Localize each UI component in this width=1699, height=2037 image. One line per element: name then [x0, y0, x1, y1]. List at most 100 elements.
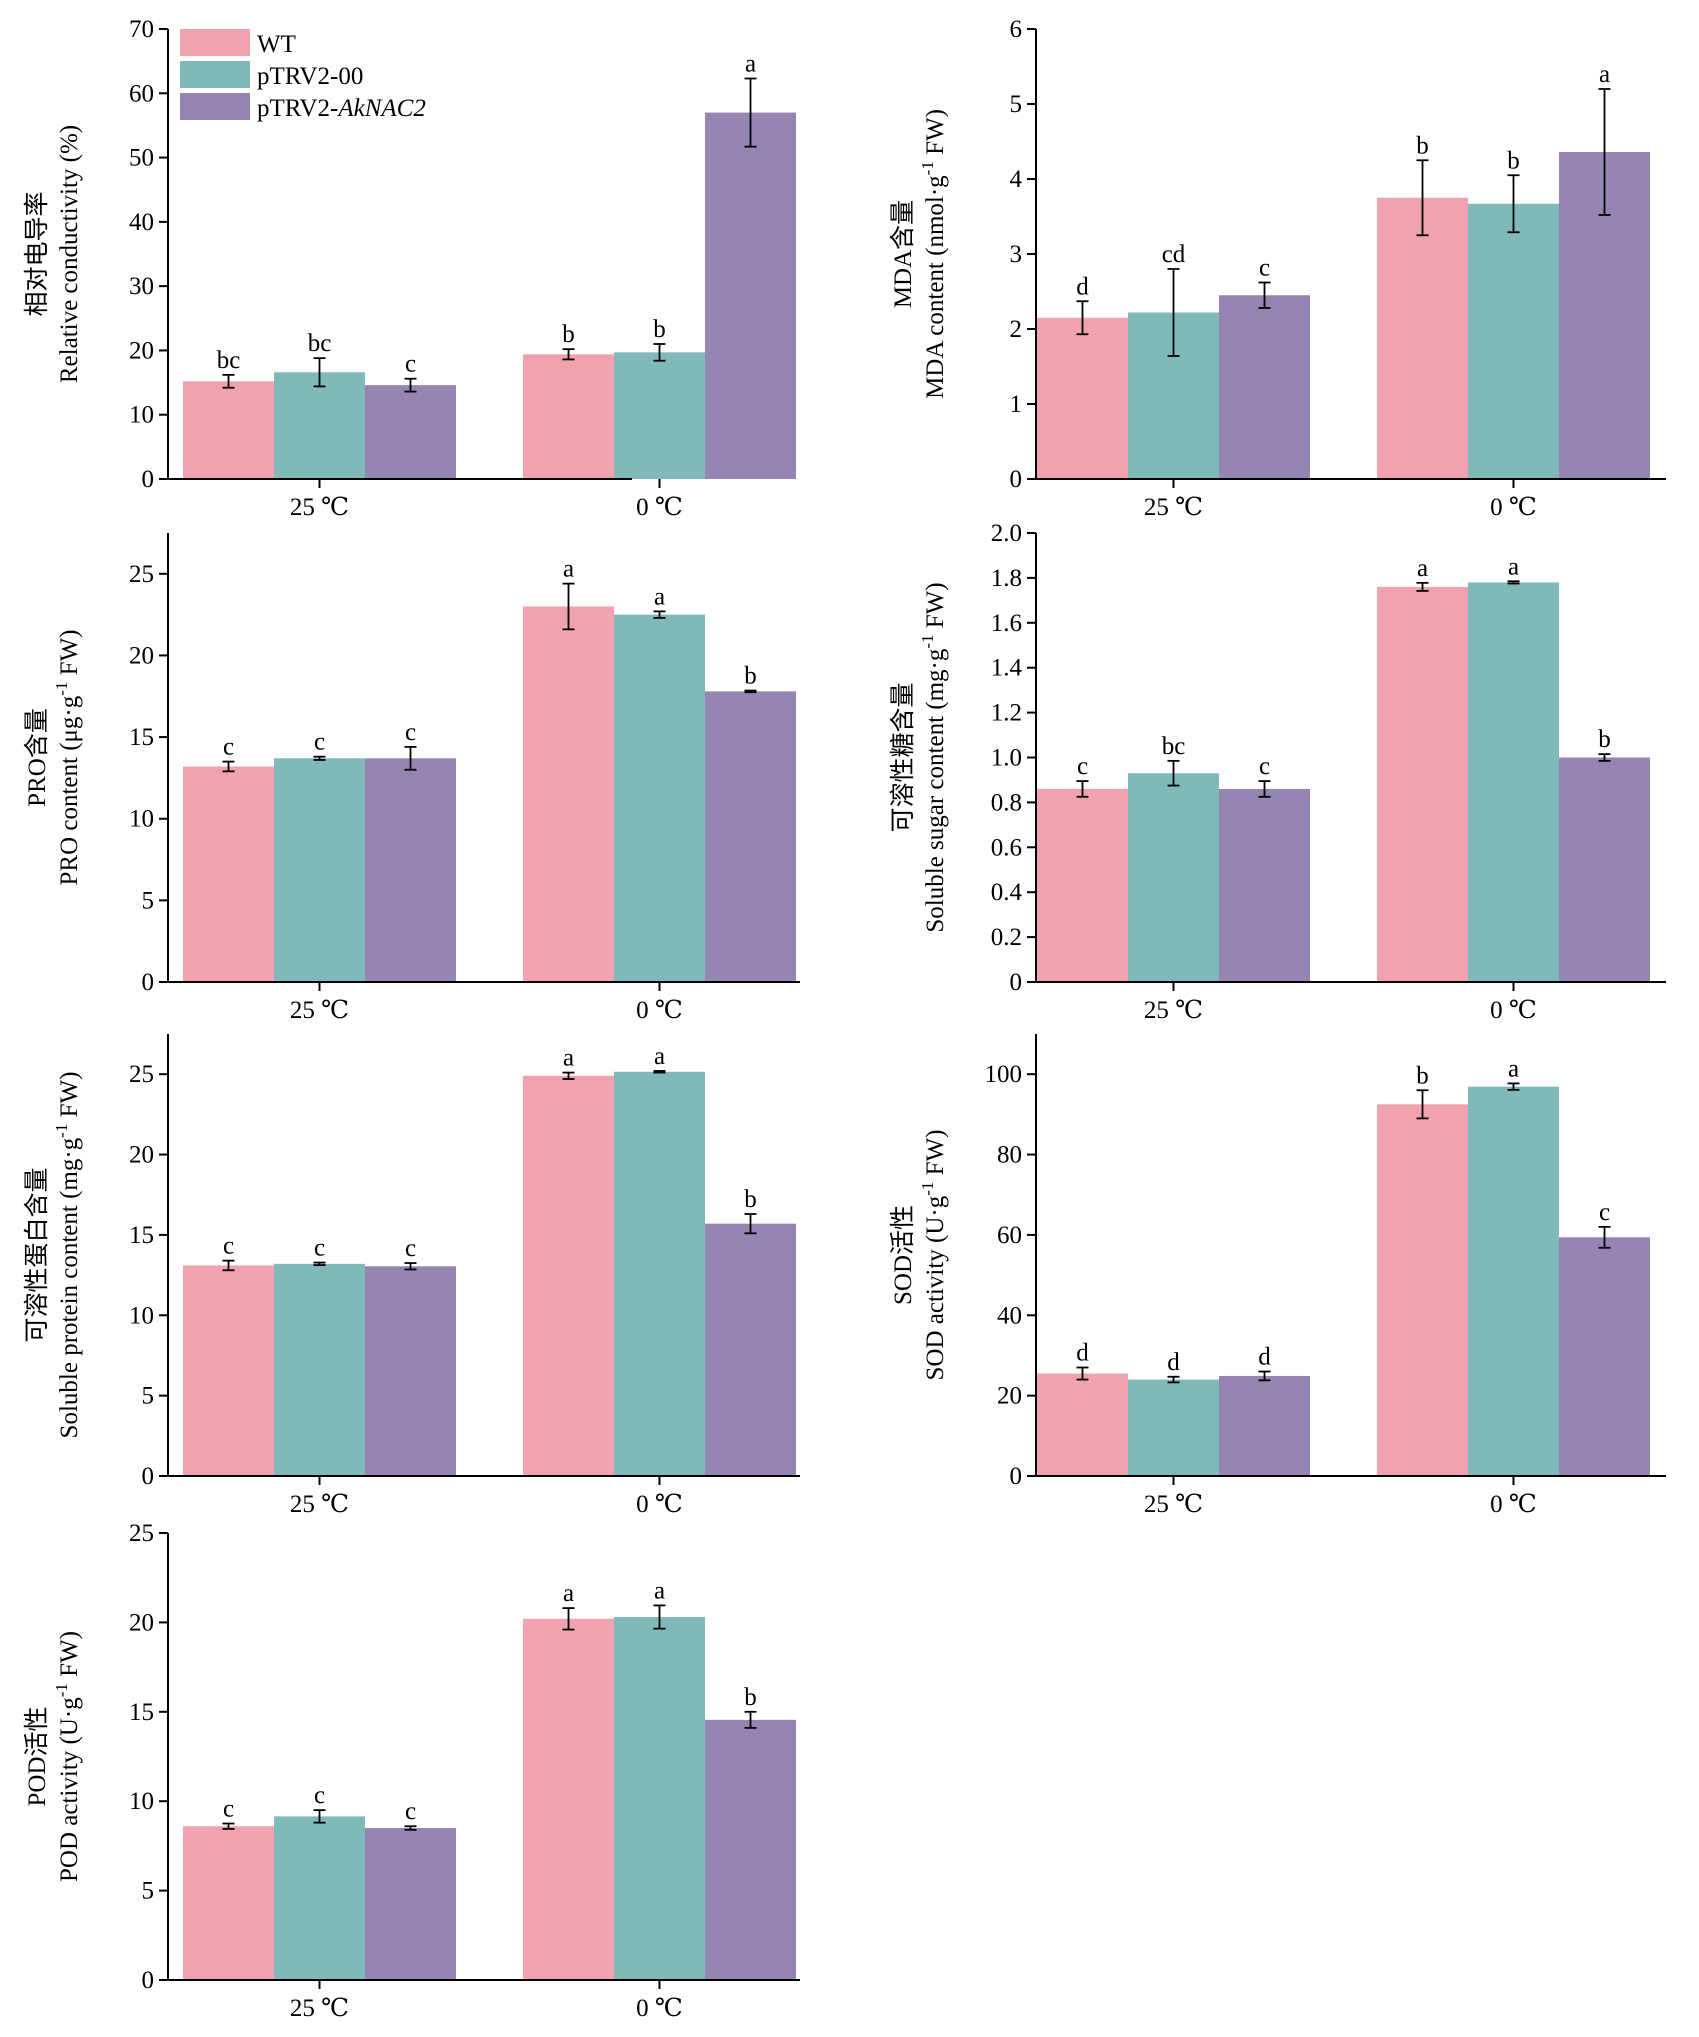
- bar: [274, 372, 365, 479]
- x-tick-label: 25 ℃: [1144, 997, 1203, 1024]
- bar: [1559, 757, 1650, 982]
- y-axis-title-cn: POD活性: [23, 1706, 51, 1806]
- significance-letter: a: [1508, 1055, 1519, 1082]
- x-tick-label: 0 ℃: [636, 1491, 683, 1518]
- y-tick-label: 0: [1010, 466, 1023, 493]
- y-tick-label: 15: [129, 1699, 154, 1726]
- bar: [365, 758, 456, 982]
- x-tick-label: 25 ℃: [1144, 1491, 1203, 1518]
- y-tick-label: 100: [985, 1061, 1023, 1088]
- significance-letter: b: [744, 1684, 757, 1711]
- y-tick-label: 60: [997, 1222, 1022, 1249]
- significance-letter: c: [1259, 753, 1270, 780]
- bar: [1037, 317, 1128, 479]
- bar: [705, 1223, 796, 1476]
- legend-swatch: [180, 61, 250, 88]
- bar: [614, 1617, 705, 1980]
- y-axis-title-en: SOD activity (U·g-1 FW): [918, 1130, 949, 1381]
- x-tick-label: 25 ℃: [290, 1491, 349, 1518]
- y-axis-title: 可溶性蛋白含量 Soluble protein content (mg·g-1 F…: [23, 1072, 83, 1439]
- y-axis-title: PRO含量 PRO content (μg·g-1 FW): [23, 629, 83, 885]
- y-tick-label: 3: [1010, 241, 1023, 268]
- bar: [1219, 1375, 1310, 1476]
- y-tick-label: 10: [129, 402, 154, 429]
- legend-label: WT: [257, 31, 296, 58]
- bar: [614, 614, 705, 982]
- bar: [1037, 1373, 1128, 1476]
- y-tick-label: 0: [142, 1463, 155, 1490]
- x-tick-label: 25 ℃: [290, 1995, 349, 2022]
- bar: [1037, 788, 1128, 982]
- y-tick-label: 5: [142, 1383, 155, 1410]
- x-tick-label: 0 ℃: [1490, 494, 1537, 521]
- y-tick-label: 10: [129, 1788, 154, 1815]
- y-axis-title-en: PRO content (μg·g-1 FW): [52, 629, 83, 885]
- y-tick-label: 60: [129, 80, 154, 107]
- y-axis-title-cn: PRO含量: [23, 708, 51, 807]
- y-tick-label: 20: [129, 1142, 154, 1169]
- bar: [365, 1266, 456, 1476]
- significance-letter: a: [563, 1580, 574, 1607]
- bar: [705, 112, 796, 480]
- x-tick-label: 25 ℃: [1144, 494, 1203, 521]
- y-tick-label: 25: [129, 1520, 154, 1547]
- y-tick-label: 20: [129, 642, 154, 669]
- y-tick-label: 20: [997, 1383, 1022, 1410]
- y-tick-label: 40: [129, 209, 154, 236]
- y-tick-label: 0.6: [991, 834, 1022, 861]
- significance-letter: bc: [308, 330, 332, 357]
- significance-letter: b: [1416, 132, 1429, 159]
- y-tick-label: 10: [129, 1302, 154, 1329]
- y-tick-label: 1.0: [991, 745, 1022, 772]
- significance-letter: c: [314, 1782, 325, 1809]
- significance-letter: c: [314, 729, 325, 756]
- y-tick-label: 20: [129, 1609, 154, 1636]
- y-tick-label: 0: [142, 466, 155, 493]
- significance-letter: bc: [217, 347, 241, 374]
- y-tick-label: 0.8: [991, 789, 1022, 816]
- y-axis-title: MDA含量 MDA content (nmol·g-1 FW): [889, 109, 949, 399]
- y-axis-title-cn: MDA含量: [889, 200, 917, 308]
- y-tick-label: 5: [142, 1878, 155, 1905]
- bar: [365, 1828, 456, 1980]
- y-tick-label: 0: [142, 1967, 155, 1994]
- legend-label: pTRV2-00: [257, 63, 363, 90]
- y-axis-title: SOD活性 SOD activity (U·g-1 FW): [889, 1130, 949, 1381]
- legend: WT pTRV2-00 pTRV2-AkNAC2: [180, 29, 426, 122]
- bar: [1468, 203, 1559, 479]
- y-tick-label: 0.4: [991, 879, 1023, 906]
- bar: [1219, 295, 1310, 479]
- significance-letter: c: [405, 719, 416, 746]
- x-tick-label: 0 ℃: [636, 1995, 683, 2022]
- y-tick-label: 1.2: [991, 700, 1022, 727]
- bar: [183, 766, 274, 982]
- significance-letter: a: [563, 1045, 574, 1072]
- y-axis-title-cn: 可溶性糖含量: [889, 682, 917, 832]
- x-tick-label: 0 ℃: [636, 494, 683, 521]
- bar: [1128, 773, 1219, 982]
- significance-letter: b: [653, 316, 666, 343]
- x-tick-label: 0 ℃: [1490, 997, 1537, 1024]
- significance-letter: a: [745, 51, 756, 78]
- y-tick-label: 0: [142, 969, 155, 996]
- significance-letter: a: [654, 1043, 665, 1070]
- chart-panel-pod: c a c a c b 0 5 10 15 20 25 25 ℃ 0 ℃ POD活性 POD activity…: [23, 1520, 800, 2022]
- y-axis-title: 相对电导率 Relative conductivity (%): [23, 125, 83, 383]
- significance-letter: c: [405, 351, 416, 378]
- significance-letter: d: [1076, 1340, 1089, 1367]
- significance-letter: b: [1416, 1062, 1429, 1089]
- significance-letter: c: [1077, 753, 1088, 780]
- legend-swatch: [180, 93, 250, 120]
- significance-letter: a: [1417, 555, 1428, 582]
- bar: [1128, 1379, 1219, 1476]
- y-axis-title-en: Soluble sugar content (mg·g-1 FW): [918, 582, 949, 932]
- significance-letter: c: [314, 1235, 325, 1262]
- significance-letter: b: [562, 321, 575, 348]
- significance-letter: cd: [1162, 241, 1186, 268]
- chart-panel-ss: c a bc a c b 0 0.2 0.4 0.6 0.8 1.0 1.2 1.4 1.6 1.8 2.0 25…: [889, 520, 1666, 1024]
- bar: [1377, 1104, 1468, 1476]
- x-tick-label: 0 ℃: [636, 997, 683, 1024]
- bar: [705, 1719, 796, 1980]
- bar: [183, 1826, 274, 1980]
- significance-letter: c: [405, 1798, 416, 1825]
